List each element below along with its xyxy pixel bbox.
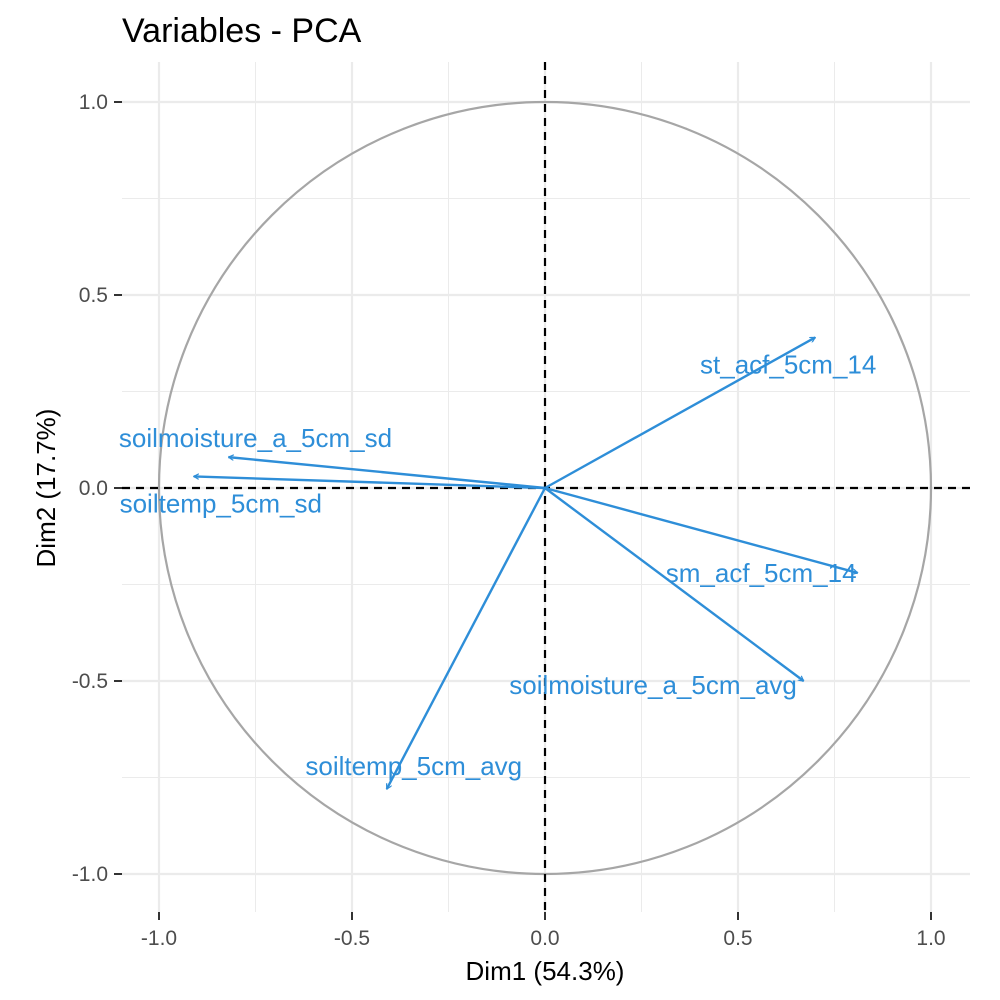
y-tick-label: 0.5 <box>79 284 108 307</box>
plot-panel: -1.0 -0.5 0.0 0.5 1.0 -1.0 -0.5 0.0 0.5 1.0 st_acf… <box>72 62 970 950</box>
variable-arrow <box>544 487 804 682</box>
x-tick-label: -0.5 <box>334 927 370 950</box>
variable-label: sm_acf_5cm_14 <box>666 558 857 588</box>
x-axis-title: Dim1 (54.3%) <box>466 956 625 986</box>
x-tick-label: 0.0 <box>530 927 559 950</box>
variable-arrow <box>194 476 546 490</box>
x-tick-label: -1.0 <box>141 927 177 950</box>
y-axis-title: Dim2 (17.7%) <box>31 409 61 568</box>
variable-arrow <box>385 487 547 789</box>
variable-arrow <box>544 486 858 573</box>
y-tick-label: 1.0 <box>79 91 108 114</box>
y-tick-label: -1.0 <box>72 863 108 886</box>
y-tick-label: 0.0 <box>79 477 108 500</box>
variable-label: soilmoisture_a_5cm_sd <box>119 423 392 453</box>
x-tick-label: 0.5 <box>723 927 752 950</box>
variable-arrow <box>228 457 546 490</box>
variable-label: soiltemp_5cm_avg <box>305 751 522 781</box>
y-tick-label: -0.5 <box>72 670 108 693</box>
variable-label: soiltemp_5cm_sd <box>120 488 322 518</box>
variable-label: st_acf_5cm_14 <box>700 349 876 379</box>
variable-arrow <box>544 336 815 490</box>
variable-label: soilmoisture_a_5cm_avg <box>509 670 797 700</box>
chart-title: Variables - PCA <box>122 12 362 50</box>
x-tick-label: 1.0 <box>916 927 945 950</box>
